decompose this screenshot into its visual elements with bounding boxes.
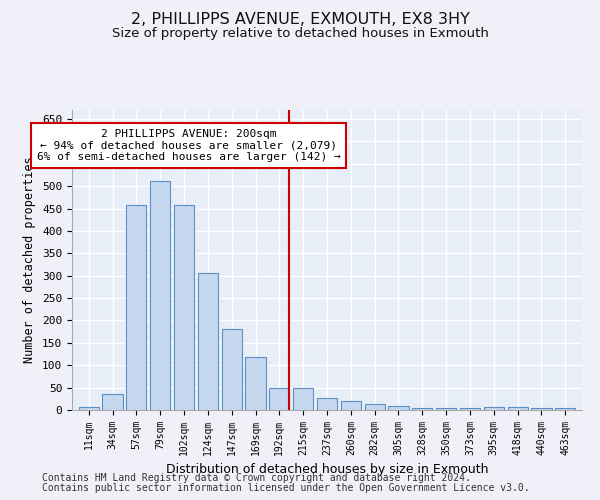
Text: Contains public sector information licensed under the Open Government Licence v3: Contains public sector information licen… <box>42 483 530 493</box>
Bar <box>174 206 194 410</box>
Text: Size of property relative to detached houses in Exmouth: Size of property relative to detached ho… <box>112 28 488 40</box>
Bar <box>388 406 409 410</box>
Bar <box>198 274 218 410</box>
Bar <box>532 408 551 410</box>
Bar <box>412 408 433 410</box>
Text: Contains HM Land Registry data © Crown copyright and database right 2024.: Contains HM Land Registry data © Crown c… <box>42 473 471 483</box>
Y-axis label: Number of detached properties: Number of detached properties <box>23 156 37 364</box>
Bar <box>484 407 504 410</box>
Bar <box>269 388 289 410</box>
Bar <box>460 408 480 410</box>
Text: 2, PHILLIPPS AVENUE, EXMOUTH, EX8 3HY: 2, PHILLIPPS AVENUE, EXMOUTH, EX8 3HY <box>131 12 469 28</box>
Bar <box>79 407 99 410</box>
Bar <box>317 398 337 410</box>
Bar <box>555 408 575 410</box>
Bar <box>221 330 242 410</box>
Bar <box>436 408 456 410</box>
Bar <box>103 394 122 410</box>
Bar <box>341 401 361 410</box>
Text: 2 PHILLIPPS AVENUE: 200sqm
← 94% of detached houses are smaller (2,079)
6% of se: 2 PHILLIPPS AVENUE: 200sqm ← 94% of deta… <box>37 129 341 162</box>
X-axis label: Distribution of detached houses by size in Exmouth: Distribution of detached houses by size … <box>166 464 488 476</box>
Bar <box>126 206 146 410</box>
Bar <box>365 404 385 410</box>
Bar <box>150 180 170 410</box>
Bar <box>293 388 313 410</box>
Bar <box>508 407 528 410</box>
Bar <box>245 357 266 410</box>
